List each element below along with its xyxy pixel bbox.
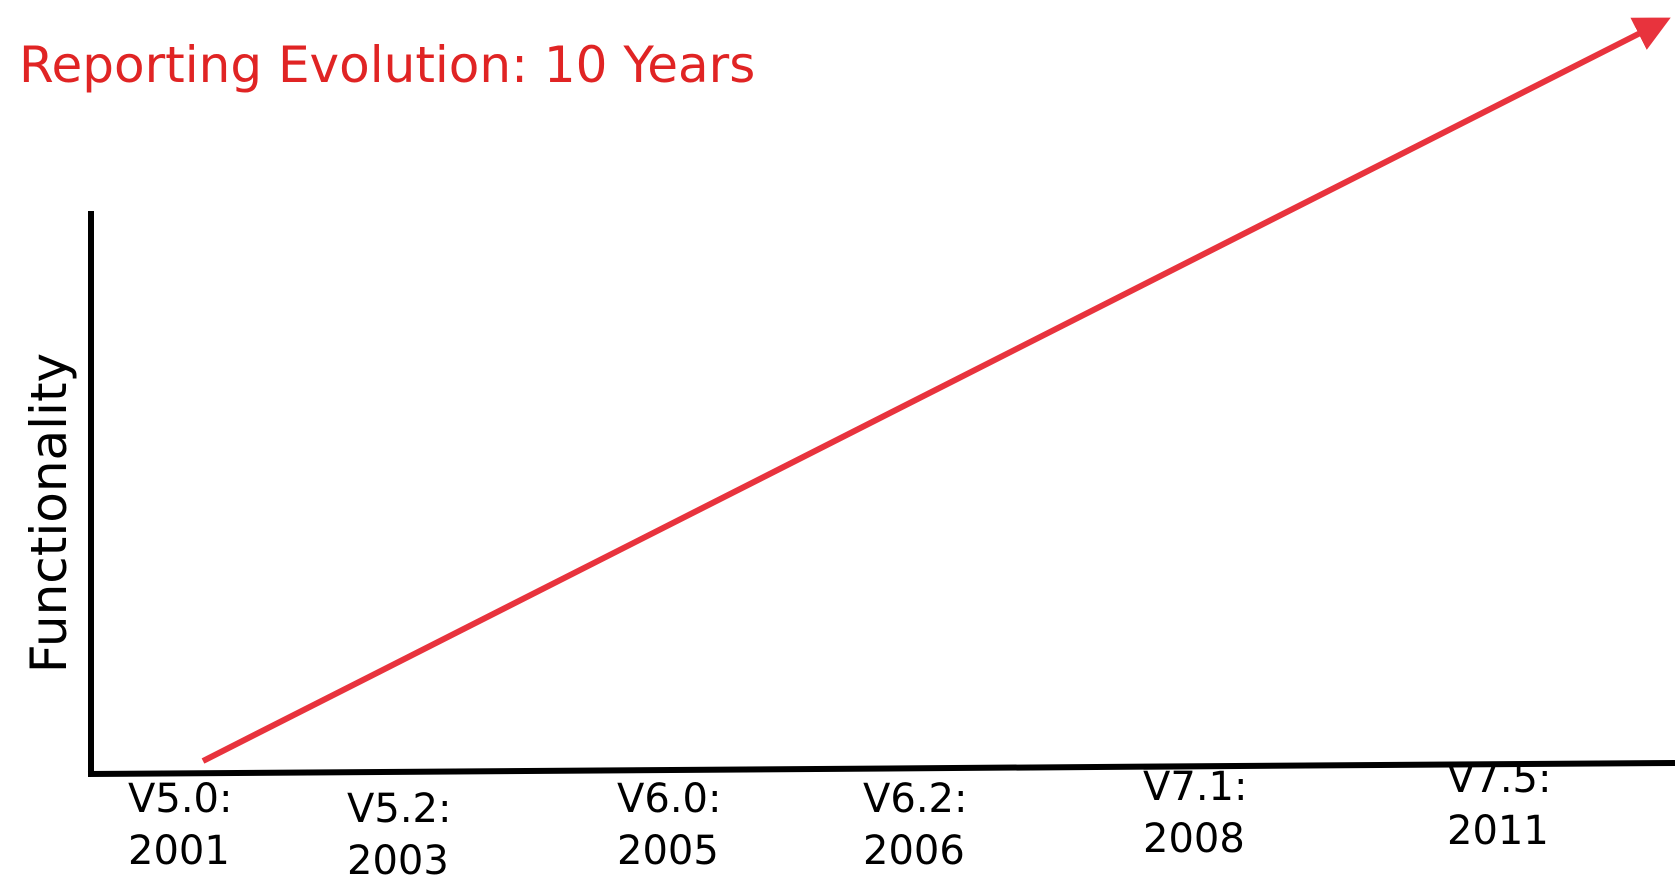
milestones: V5.0: 2001 V5.2: 2003 V6.0: 2005 V6.2: 2006 V7.1… [128,756,1551,884]
milestone-version: V7.1: [1143,764,1247,810]
trend-arrow [201,17,1671,764]
milestone-version: V6.0: [617,776,721,822]
milestone-year: 2005 [617,828,719,874]
milestone-version: V5.0: [128,776,232,822]
milestone-version: V7.5: [1447,756,1551,802]
x-axis [87,760,1675,777]
milestone-year: 2001 [128,828,230,874]
milestone-year: 2008 [1143,816,1245,862]
slide-title: Reporting Evolution: 10 Years [19,36,755,94]
milestone-version: V6.2: [863,776,967,822]
milestone-year: 2003 [347,838,449,884]
milestone-year: 2011 [1447,808,1549,854]
milestone-version: V5.2: [347,786,451,832]
milestone-year: 2006 [863,828,965,874]
y-axis-label: Functionality [20,353,78,673]
